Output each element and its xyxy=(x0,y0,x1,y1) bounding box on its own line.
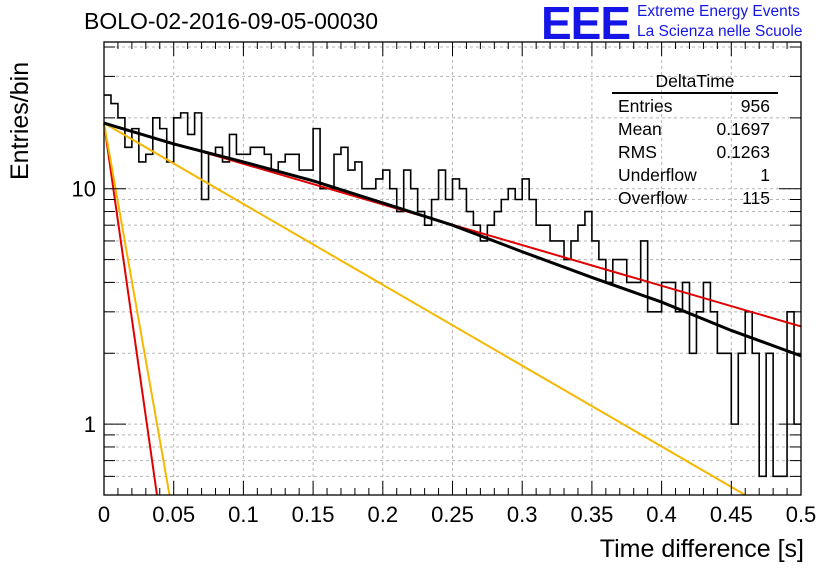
x-tick-label: 0.5 xyxy=(786,502,817,527)
stats-value: 0.1263 xyxy=(716,142,770,162)
logo-text-line1: Extreme Energy Events xyxy=(637,3,800,20)
stats-row-rms: RMS 0.1263 xyxy=(612,141,778,164)
stats-value: 0.1697 xyxy=(716,119,770,139)
y-axis-label: Entries/bin xyxy=(6,61,34,180)
stats-divider xyxy=(612,92,778,94)
x-tick-label: 0 xyxy=(98,502,110,527)
fit-curve-4 xyxy=(103,121,802,358)
stats-row-entries: Entries 956 xyxy=(612,95,778,118)
stats-title: DeltaTime xyxy=(655,71,735,91)
x-tick-label: 0.15 xyxy=(292,502,335,527)
x-tick-label: 0.05 xyxy=(152,502,195,527)
stats-box: DeltaTime Entries 956 Mean 0.1697 RMS 0.… xyxy=(612,70,778,210)
chart-title: BOLO-02-2016-09-05-00030 xyxy=(84,8,379,34)
x-tick-label: 0.1 xyxy=(228,502,259,527)
x-tick-label: 0.25 xyxy=(431,502,474,527)
stats-row-underflow: Underflow 1 xyxy=(612,164,778,187)
stats-label: Entries xyxy=(618,96,673,116)
y-tick-labels: 1 10 xyxy=(72,177,96,437)
y-tick-label: 10 xyxy=(72,177,96,202)
fit-curve-2 xyxy=(103,122,746,496)
axis-ticks xyxy=(103,42,802,496)
x-tick-label: 0.2 xyxy=(368,502,399,527)
stats-label: RMS xyxy=(618,142,657,162)
eee-logo: EEE xyxy=(541,0,631,49)
y-tick-label: 1 xyxy=(84,412,96,437)
fit-curve-1 xyxy=(103,122,158,496)
x-tick-labels: 0 0.05 0.1 0.15 0.2 0.25 0.3 0.35 0.4 0.45 0.5 xyxy=(98,502,816,527)
x-tick-label: 0.35 xyxy=(570,502,613,527)
stats-row-overflow: Overflow 115 xyxy=(612,187,778,210)
stats-row-mean: Mean 0.1697 xyxy=(612,118,778,141)
stats-value: 956 xyxy=(740,96,770,116)
x-tick-label: 0.45 xyxy=(710,502,753,527)
stats-label: Mean xyxy=(618,119,662,139)
stats-label: Underflow xyxy=(618,165,697,185)
fit-curves xyxy=(103,121,802,496)
stats-label: Overflow xyxy=(618,188,688,208)
x-tick-label: 0.4 xyxy=(646,502,677,527)
logo-text-line2: La Scienza nelle Scuole xyxy=(637,23,803,40)
fit-curve-3 xyxy=(103,122,171,496)
stats-value: 1 xyxy=(760,165,770,185)
x-tick-label: 0.3 xyxy=(507,502,538,527)
x-axis-label: Time difference [s] xyxy=(599,535,804,563)
stats-value: 115 xyxy=(742,188,770,208)
